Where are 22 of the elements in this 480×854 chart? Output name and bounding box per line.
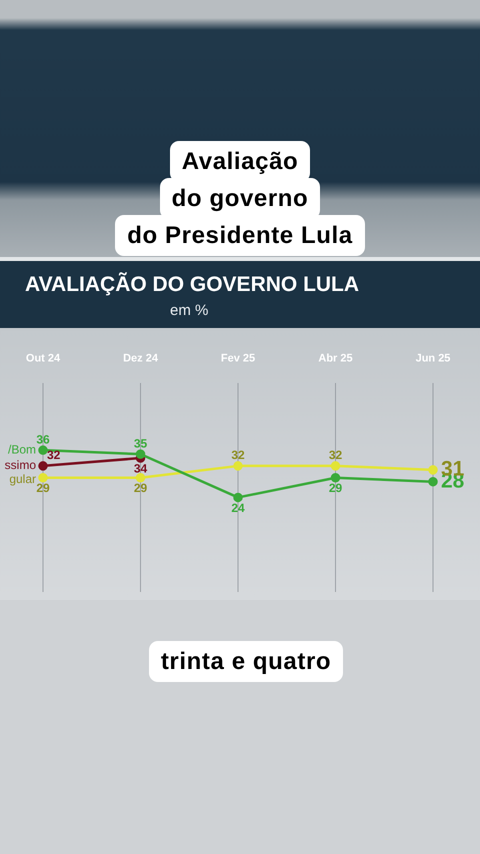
data-label: 32 bbox=[231, 448, 245, 462]
data-label: 34 bbox=[134, 461, 148, 476]
x-tick-label: Out 24 bbox=[26, 352, 61, 365]
data-label: 36 bbox=[36, 432, 50, 446]
series-label: /Bom bbox=[8, 442, 36, 456]
series-label: ssimo bbox=[4, 458, 36, 472]
data-label: 29 bbox=[328, 481, 342, 496]
x-tick-label: Dez 24 bbox=[123, 352, 159, 365]
data-label: 35 bbox=[134, 436, 148, 450]
chart-subtitle: em % bbox=[170, 302, 208, 319]
data-label: 32 bbox=[47, 448, 61, 462]
text: Avaliação do governo do Presidente Lula bbox=[115, 141, 365, 256]
data-label: 29 bbox=[36, 481, 50, 496]
x-tick-label: Fev 25 bbox=[220, 352, 256, 365]
data-label: 32 bbox=[328, 448, 342, 462]
data-label: 29 bbox=[134, 481, 148, 496]
text: trinta e quatro bbox=[148, 641, 344, 682]
series-label: gular bbox=[9, 472, 36, 486]
x-tick-label: Abr 25 bbox=[318, 352, 353, 365]
chart-title: AVALIAÇÃO DO GOVERNO LULA bbox=[25, 273, 360, 297]
x-tick-label: Jun 25 bbox=[416, 352, 450, 365]
data-label: 24 bbox=[231, 500, 245, 515]
